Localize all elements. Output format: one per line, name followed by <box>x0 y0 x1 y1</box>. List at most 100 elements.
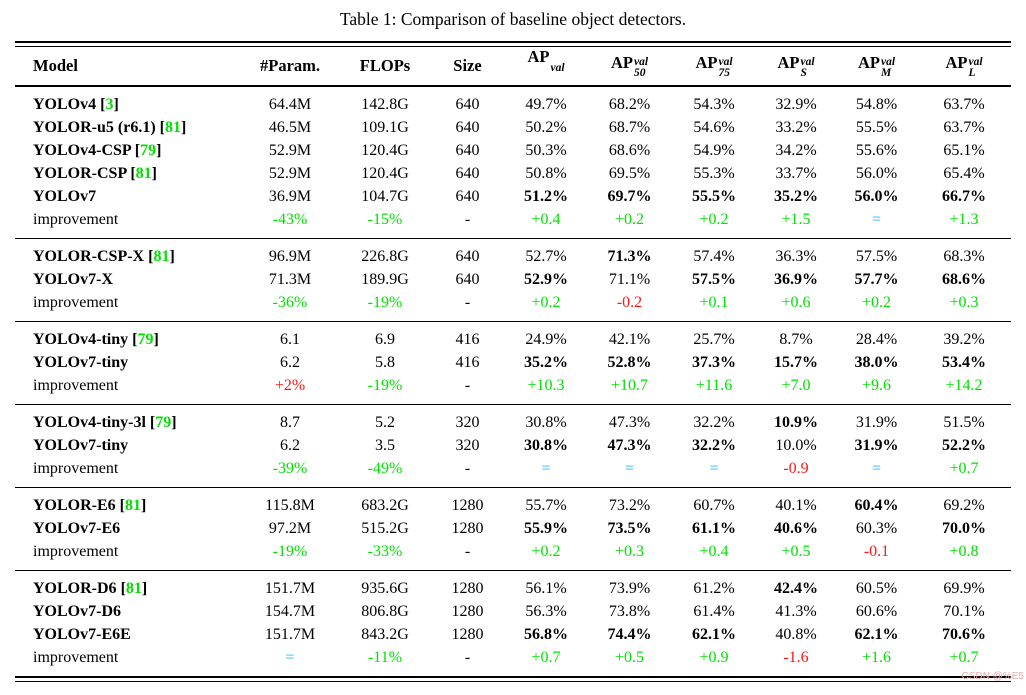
value-cell: 69.7% <box>607 188 652 205</box>
value-cell: 50.3% <box>525 142 567 159</box>
model-name: YOLOv4-tiny-3l <box>33 414 146 431</box>
value-cell: 30.8% <box>525 414 567 431</box>
value-cell: 60.3% <box>855 520 898 537</box>
value-cell: -11% <box>367 649 403 666</box>
value-cell: +0.2 <box>531 294 561 311</box>
value-cell: +2% <box>274 377 306 394</box>
model-name-cell: YOLOv4 [3] <box>33 96 119 113</box>
model-name: YOLOv4-CSP <box>33 142 131 159</box>
value-cell: 68.3% <box>943 248 985 265</box>
model-name: YOLOR-CSP-X <box>33 248 145 265</box>
value-cell: 52.7% <box>525 248 567 265</box>
value-cell: 32.2% <box>692 437 736 454</box>
value-cell: 52.9% <box>524 271 568 288</box>
column-header-ap-50: AP val 50 <box>587 47 672 87</box>
value-cell: 60.6% <box>855 603 898 620</box>
value-cell: +0.3 <box>949 294 979 311</box>
value-cell: = <box>541 460 551 477</box>
value-cell: 52.2% <box>942 437 986 454</box>
value-cell: +1.6 <box>861 649 892 666</box>
value-cell: 416 <box>455 331 480 348</box>
citation-ref: 81 <box>125 497 141 514</box>
improvement-row: improvement +2% -19% - +10.3 +10.7 +11.6 +7.0 +9… <box>15 374 1011 405</box>
value-cell: 3.5 <box>375 437 395 454</box>
value-cell: 10.9% <box>774 414 818 431</box>
value-cell: 6.2 <box>280 437 300 454</box>
improvement-label-cell: improvement <box>15 291 240 322</box>
model-row: YOLOv4-tiny-3l [79] 8.7 5.2 320 30.8% 47.3% 32… <box>15 405 1011 435</box>
value-cell: 54.6% <box>693 119 735 136</box>
value-cell: 843.2G <box>361 626 409 643</box>
value-cell: 51.5% <box>943 414 985 431</box>
value-cell: -36% <box>272 294 308 311</box>
value-cell: 115.8M <box>265 497 315 514</box>
value-cell: 31.9% <box>854 437 899 454</box>
value-cell: 35.2% <box>524 354 568 371</box>
value-cell: 5.2 <box>375 414 395 431</box>
model-row: YOLOR-CSP-X [81] 96.9M 226.8G 640 52.7% 71.3%… <box>15 239 1011 269</box>
ap-label: AP <box>777 52 800 72</box>
value-cell: 47.3% <box>608 414 651 431</box>
improvement-row: improvement -39% -49% - = = = -0.9 = +0.7 <box>15 457 1011 488</box>
model-row: YOLOv7-E6E 151.7M 843.2G 1280 56.8% 74.4% 62.1… <box>15 623 1011 646</box>
value-cell: 55.5% <box>855 119 898 136</box>
improvement-label: improvement <box>33 294 119 311</box>
value-cell: 1280 <box>451 626 484 643</box>
value-cell: 640 <box>455 248 480 265</box>
value-cell: -19% <box>367 294 403 311</box>
improvement-label-cell: improvement <box>15 540 240 571</box>
table-bottom-rule <box>15 676 1011 682</box>
ap-label: AP <box>610 52 633 72</box>
value-cell: +0.4 <box>531 211 561 228</box>
table-caption: Table 1: Comparison of baseline object d… <box>339 9 687 29</box>
improvement-label-cell: improvement <box>15 208 240 239</box>
value-cell: 61.4% <box>693 603 735 620</box>
citation-ref: 81 <box>125 580 142 597</box>
model-name-cell: YOLOR-E6 [81] <box>33 497 147 514</box>
model-name: YOLOR-CSP <box>33 165 127 182</box>
value-cell: 36.9M <box>268 188 312 205</box>
improvement-label-cell: improvement <box>15 374 240 405</box>
value-cell: +0.5 <box>614 649 645 666</box>
model-name: YOLOv7-E6E <box>33 626 131 643</box>
header-row: Model #Param. FLOPs Size AP val AP val 50 AP val 75… <box>15 47 1011 87</box>
value-cell: 60.7% <box>693 497 735 514</box>
column-header-ap-M: AP val M <box>836 47 917 87</box>
model-group-6: YOLOR-D6 [81] 151.7M 935.6G 1280 56.1% 73.9% 6… <box>15 570 1011 677</box>
value-cell: 151.7M <box>264 580 316 597</box>
value-cell: - <box>464 211 471 228</box>
value-cell: 96.9M <box>268 248 312 265</box>
value-cell: 57.5% <box>855 248 898 265</box>
value-cell: 57.4% <box>693 248 735 265</box>
improvement-label-cell: improvement <box>15 646 240 676</box>
improvement-row: improvement -43% -15% - +0.4 +0.2 +0.2 +1.5 = +1.… <box>15 208 1011 239</box>
value-cell: = <box>871 460 882 477</box>
value-cell: -43% <box>272 211 308 228</box>
model-row: YOLOv4-CSP [79] 52.9M 120.4G 640 50.3% 68.6% 5… <box>15 139 1011 162</box>
value-cell: 683.2G <box>361 497 409 514</box>
value-cell: 154.7M <box>264 603 316 620</box>
model-group-3: YOLOv4-tiny [79] 6.1 6.9 416 24.9% 42.1% 25.7%… <box>15 321 1011 405</box>
model-name-cell: YOLOR-CSP-X [81] <box>33 248 175 265</box>
improvement-label: improvement <box>33 460 119 477</box>
value-cell: 104.7G <box>361 188 409 205</box>
value-cell: 49.7% <box>525 96 567 113</box>
value-cell: +0.8 <box>949 543 979 560</box>
value-cell: 54.8% <box>855 96 898 113</box>
value-cell: 70.0% <box>942 520 986 537</box>
value-cell: 1280 <box>451 603 484 620</box>
value-cell: -15% <box>367 211 403 228</box>
value-cell: 65.4% <box>943 165 985 182</box>
value-cell: 515.2G <box>361 520 409 537</box>
model-row: YOLOv7-tiny 6.2 5.8 416 35.2% 52.8% 37.3% 15.7%… <box>15 351 1011 374</box>
value-cell: 151.7M <box>264 626 316 643</box>
model-row: YOLOv7-D6 154.7M 806.8G 1280 56.3% 73.8% 61.4%… <box>15 600 1011 623</box>
value-cell: 57.5% <box>692 271 736 288</box>
model-row: YOLOv7-X 71.3M 189.9G 640 52.9% 71.1% 57.5% 36.… <box>15 268 1011 291</box>
model-name: YOLOv7-tiny <box>33 437 129 454</box>
value-cell: 640 <box>455 188 480 205</box>
column-header-ap: AP val <box>505 47 587 87</box>
column-header-ap-75: AP val 75 <box>672 47 756 87</box>
value-cell: 24.9% <box>525 331 567 348</box>
